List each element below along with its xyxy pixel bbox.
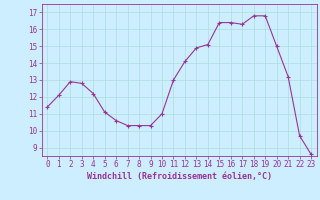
X-axis label: Windchill (Refroidissement éolien,°C): Windchill (Refroidissement éolien,°C) <box>87 172 272 181</box>
